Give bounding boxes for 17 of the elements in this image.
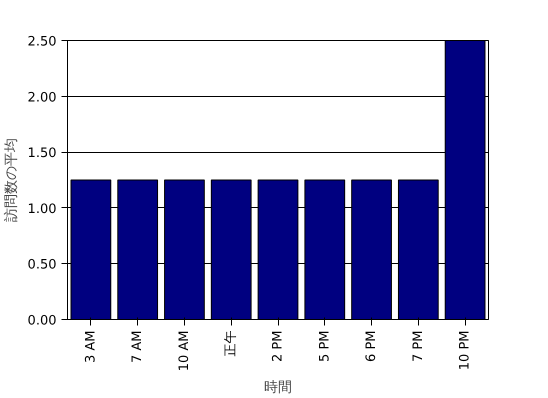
y-tick-label: 2.50	[28, 34, 57, 50]
y-tick-label: 1.00	[28, 202, 57, 217]
y-tick-label: 1.50	[28, 146, 57, 162]
y-tick-label: 0.00	[28, 314, 57, 328]
x-tick-label: 3 AM	[83, 330, 98, 364]
x-tick-label: 10 PM	[458, 330, 473, 370]
y-tick-label: 2.00	[28, 90, 57, 106]
x-tick-label: 6 PM	[364, 330, 380, 362]
y-tick-label: 0.50	[28, 258, 57, 273]
y-axis-title: 訪問数の平均	[4, 138, 20, 222]
x-tick-label: 10 AM	[176, 330, 192, 372]
x-tick-label: 2 PM	[270, 330, 286, 362]
x-tick-label: 7 AM	[130, 330, 146, 364]
x-axis-title: 時間	[264, 379, 292, 396]
x-tick-label: 正午	[224, 330, 239, 356]
x-tick-label: 7 PM	[410, 330, 426, 362]
x-tick-label: 5 PM	[317, 330, 332, 362]
